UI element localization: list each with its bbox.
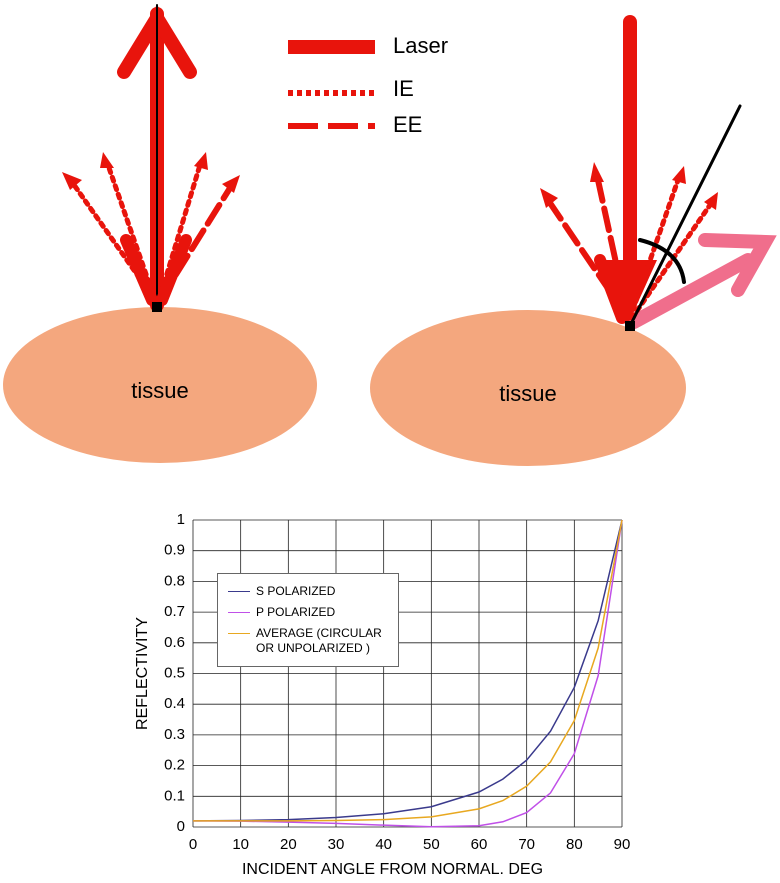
arrow-head bbox=[100, 152, 114, 168]
legend-label: S POLARIZED bbox=[256, 584, 336, 598]
x-tick-label: 40 bbox=[375, 836, 392, 853]
tissue-label: tissue bbox=[131, 378, 188, 403]
point bbox=[152, 302, 162, 312]
tissue-label: tissue bbox=[499, 381, 556, 406]
y-tick-label: 0.4 bbox=[164, 695, 185, 712]
y-tick-label: 1 bbox=[177, 511, 185, 528]
series-line bbox=[193, 519, 623, 822]
y-tick-label: 0.9 bbox=[164, 542, 185, 559]
arrow-head bbox=[62, 172, 82, 190]
tissue-left bbox=[3, 307, 317, 463]
x-tick-label: 10 bbox=[232, 836, 249, 853]
arrow-head bbox=[590, 162, 604, 182]
y-tick-label: 0.1 bbox=[164, 787, 185, 804]
x-tick-label: 20 bbox=[280, 836, 297, 853]
reflected-beam bbox=[627, 253, 755, 329]
y-tick-label: 0.5 bbox=[164, 664, 185, 681]
arrow-head bbox=[698, 233, 777, 297]
arrow-head bbox=[194, 152, 208, 170]
legend-label: IE bbox=[393, 76, 414, 101]
y-tick-label: 0.8 bbox=[164, 572, 185, 589]
laser-reflect bbox=[156, 234, 192, 306]
y-tick-label: 0.7 bbox=[164, 603, 185, 620]
arrow-head bbox=[672, 166, 686, 184]
legend-item: P POLARIZED bbox=[224, 605, 392, 620]
legend-swatch bbox=[228, 612, 250, 613]
y-tick-label: 0.3 bbox=[164, 726, 185, 743]
y-tick-label: 0 bbox=[177, 818, 185, 835]
x-tick-label: 80 bbox=[566, 836, 583, 853]
ie-ray bbox=[627, 177, 681, 321]
y-axis-title: REFLECTIVITY bbox=[134, 617, 151, 730]
series-line bbox=[192, 519, 623, 822]
legend-label: Laser bbox=[393, 33, 448, 58]
laser-reflect bbox=[594, 254, 628, 324]
x-axis-title: INCIDENT ANGLE FROM NORMAL. DEG bbox=[242, 861, 543, 878]
legend-label: EE bbox=[393, 112, 422, 137]
point bbox=[625, 321, 635, 331]
chart-legend: S POLARIZED P POLARIZED AVERAGE (CIRCULAR … bbox=[217, 573, 399, 667]
ee-ray bbox=[595, 177, 631, 321]
arrow-head bbox=[704, 192, 718, 210]
x-tick-label: 90 bbox=[614, 836, 631, 853]
x-tick-label: 0 bbox=[189, 836, 197, 853]
legend-label: AVERAGE (CIRCULAR OR UNPOLARIZED ) bbox=[256, 626, 382, 655]
arrow-head bbox=[222, 175, 240, 193]
x-tick-label: 30 bbox=[328, 836, 345, 853]
x-tick-label: 60 bbox=[471, 836, 488, 853]
angle-arc bbox=[638, 238, 686, 284]
x-tick-label: 70 bbox=[518, 836, 535, 853]
series-line bbox=[192, 519, 623, 828]
legend-item: AVERAGE (CIRCULAR OR UNPOLARIZED ) bbox=[224, 626, 392, 656]
arrow-head bbox=[540, 188, 558, 208]
tissue-right bbox=[370, 310, 686, 466]
legend-swatch bbox=[228, 633, 250, 634]
chart: 00.10.20.30.40.50.60.70.80.910 10 20 30 40 50… bbox=[134, 511, 630, 878]
diagram: tissue tissue bbox=[3, 4, 777, 466]
laser-reflect bbox=[120, 234, 158, 306]
legend-swatch bbox=[228, 591, 250, 592]
normal-line bbox=[628, 104, 742, 328]
legend-label: P POLARIZED bbox=[256, 605, 336, 619]
x-tick-label: 50 bbox=[423, 836, 440, 853]
y-tick-label: 0.2 bbox=[164, 757, 185, 774]
legend-item: S POLARIZED bbox=[224, 584, 392, 599]
y-tick-label: 0.6 bbox=[164, 634, 185, 651]
